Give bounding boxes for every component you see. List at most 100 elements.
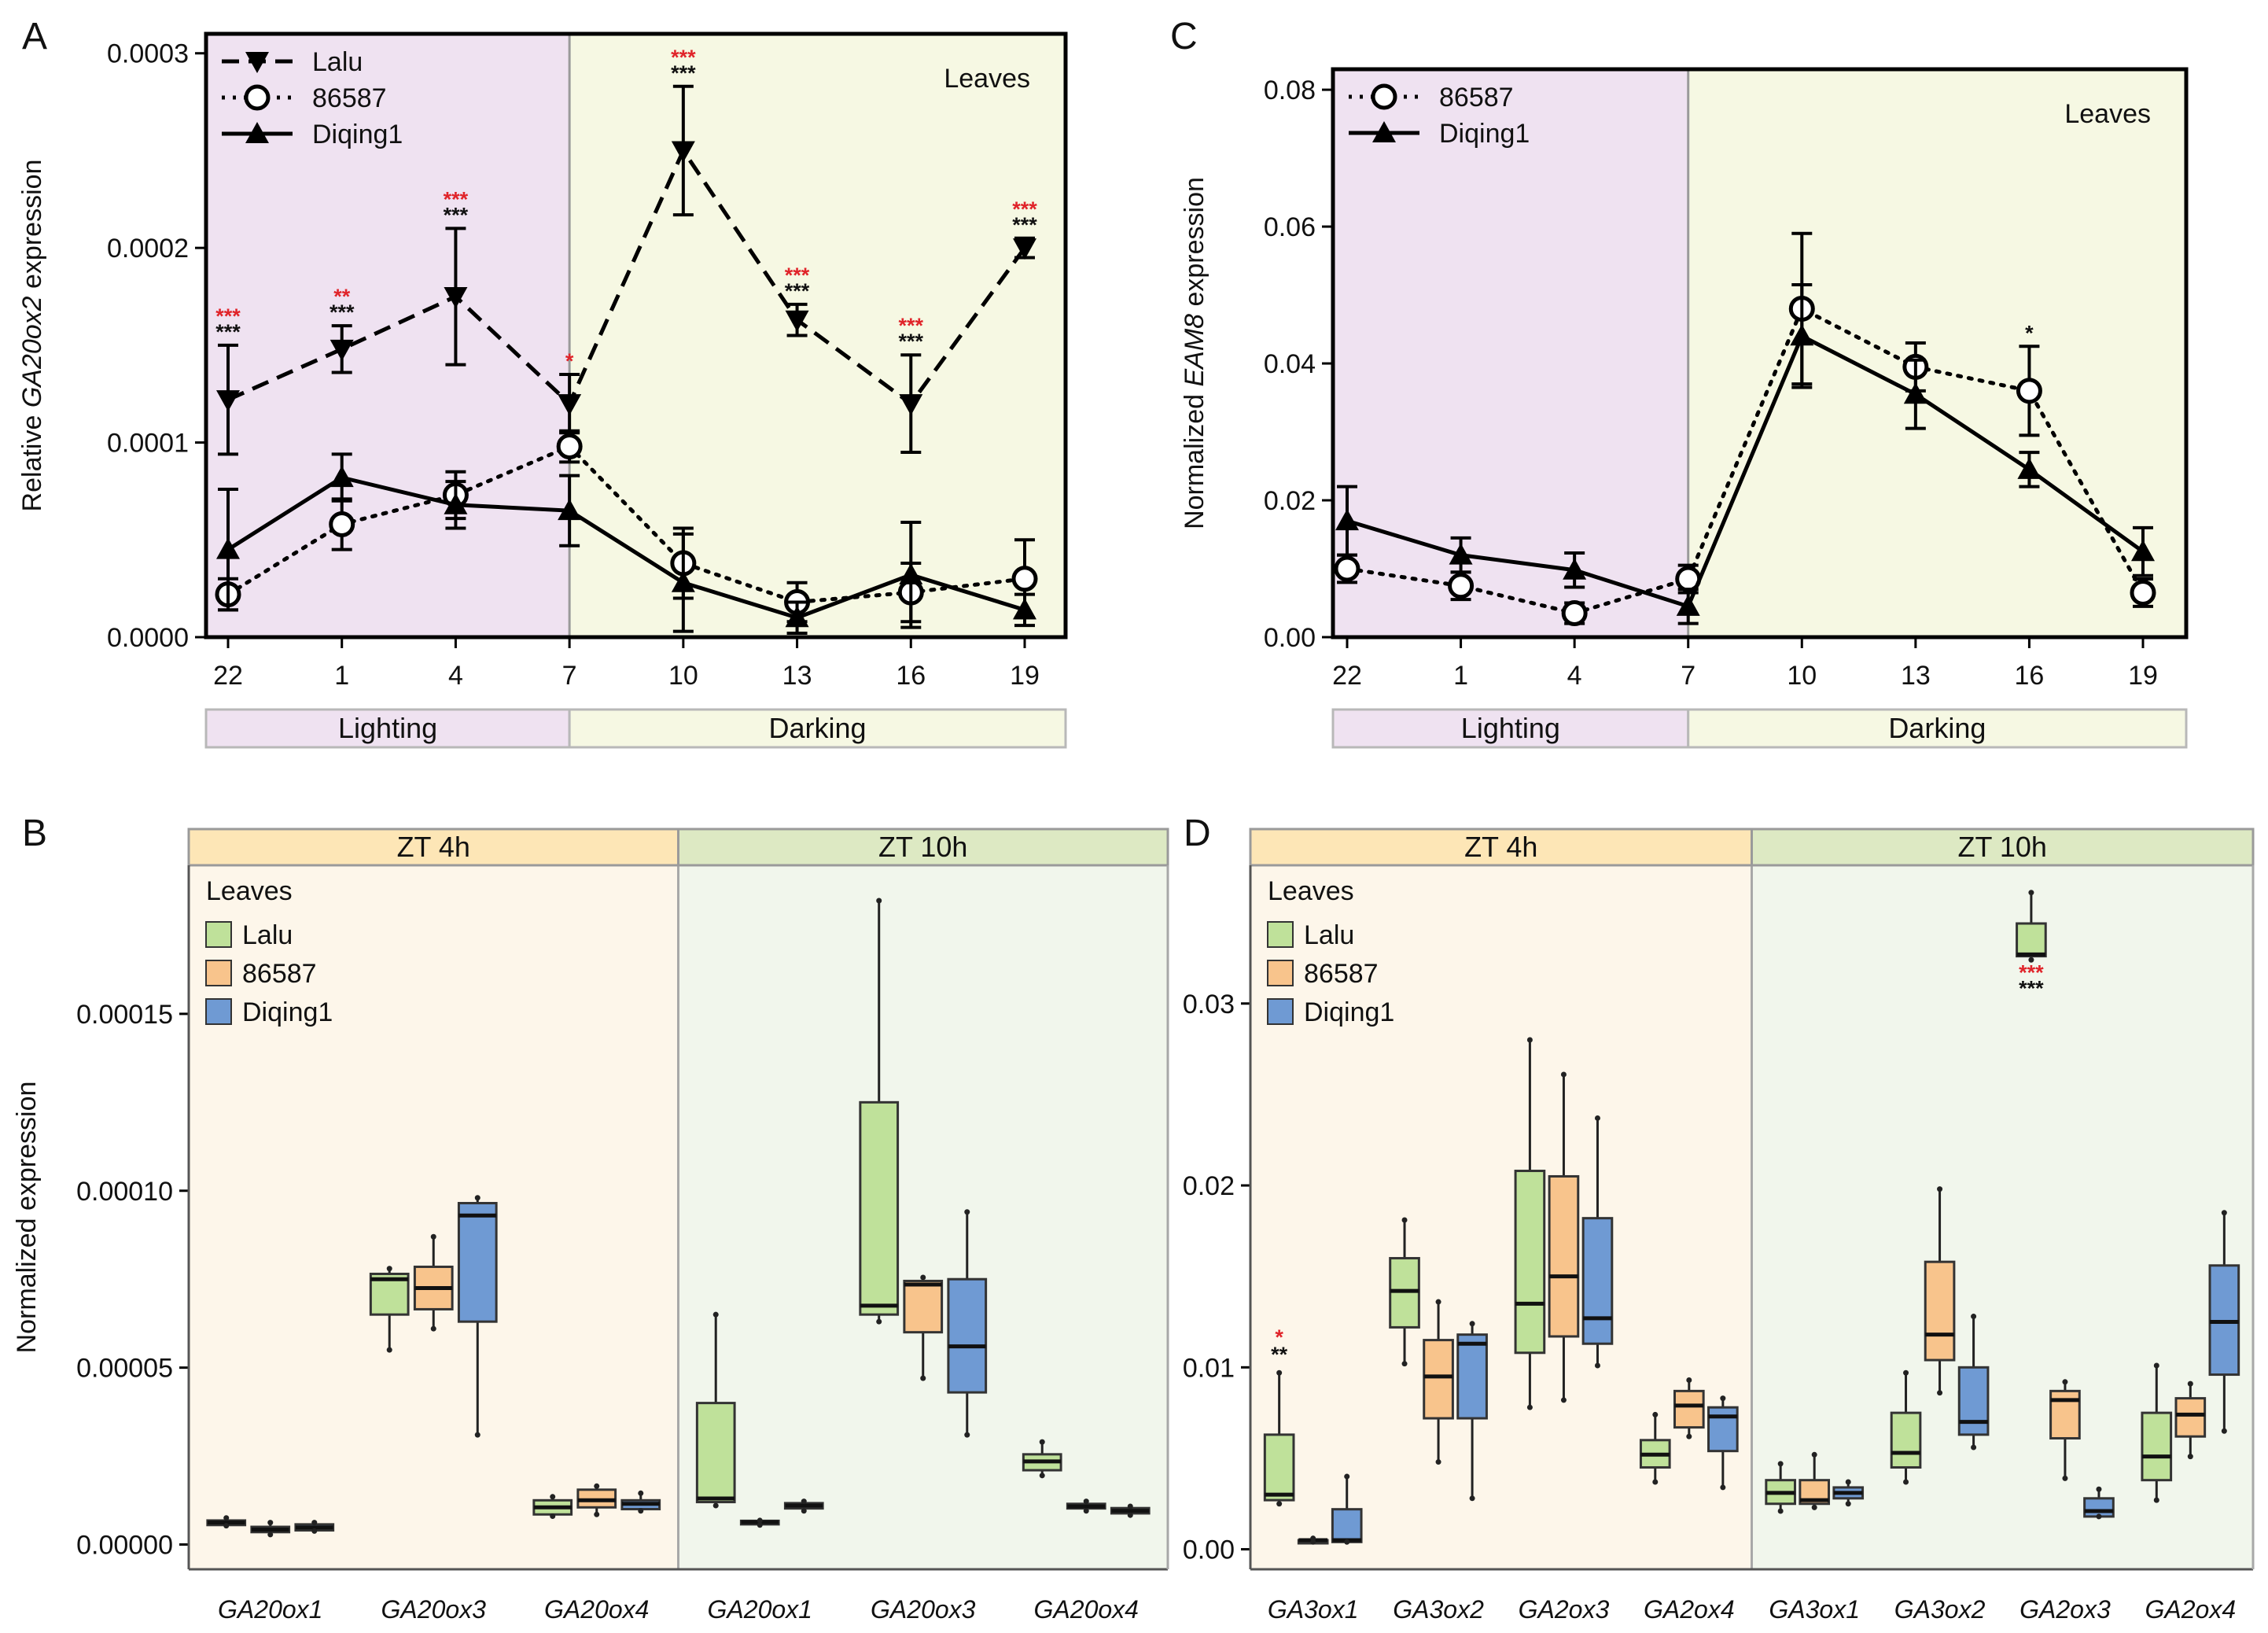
- x-tick-label: 10: [1787, 661, 1817, 691]
- box-point: [964, 1432, 970, 1438]
- y-tick-label: 0.00010: [76, 1177, 173, 1207]
- gene-label: GA3ox1: [1769, 1595, 1860, 1624]
- box-Lalu: [695, 1311, 736, 1509]
- data-point: [1561, 600, 1588, 627]
- box-Diqing1: [947, 1209, 988, 1438]
- box-point: [876, 1318, 882, 1325]
- box-point: [267, 1520, 274, 1526]
- box-point: [267, 1532, 274, 1538]
- data-point: [2131, 540, 2155, 562]
- significance-black: ***: [2019, 977, 2044, 1001]
- box-Diqing1: [2083, 1486, 2115, 1520]
- y-tick-label: 0.08: [1264, 76, 1316, 105]
- significance-red: ***: [899, 314, 924, 337]
- zt4-header-label: ZT 4h: [397, 831, 470, 863]
- box-body: [2049, 1389, 2081, 1439]
- box-point: [1039, 1473, 1045, 1479]
- box-body: [1924, 1260, 1956, 1362]
- data-point: [330, 339, 354, 361]
- box-86587: [1924, 1186, 1956, 1396]
- legend-marker: [1371, 83, 1397, 110]
- x-tick-label: 13: [782, 661, 812, 691]
- box-point: [1937, 1186, 1943, 1192]
- box-86587: [250, 1520, 291, 1538]
- box-point: [712, 1311, 719, 1318]
- box-body: [947, 1277, 988, 1394]
- box-point: [2096, 1486, 2102, 1492]
- box-point: [1971, 1314, 1977, 1320]
- box-point: [1039, 1439, 1045, 1445]
- data-point: [1334, 555, 1360, 582]
- data-point: [1790, 324, 1814, 346]
- legend-title: Leaves: [206, 876, 293, 906]
- panel-B: [179, 828, 1169, 1571]
- box-body: [2141, 1411, 2173, 1482]
- legend-swatch: [1267, 998, 1294, 1025]
- box-86587: [1066, 1498, 1106, 1514]
- box-Lalu: [1765, 1461, 1796, 1514]
- y-tick-label: 0.0003: [107, 39, 189, 69]
- legend-label: Lalu: [1304, 920, 1354, 950]
- legend-label: Lalu: [312, 47, 363, 77]
- data-point: [2130, 579, 2156, 606]
- zt4-header-label: ZT 4h: [1464, 831, 1537, 863]
- box-body: [1581, 1217, 1614, 1345]
- box-point: [757, 1517, 763, 1524]
- legend-label: Diqing1: [1304, 997, 1394, 1027]
- significance-red: ***: [1012, 197, 1037, 221]
- legend-swatch: [205, 960, 232, 986]
- data-point: [1449, 543, 1473, 565]
- zt10-background: [1751, 865, 2253, 1569]
- x-tick-label: 19: [2128, 661, 2158, 691]
- box-point: [2062, 1379, 2068, 1385]
- box-point: [2153, 1362, 2159, 1369]
- significance-black: ***: [1012, 213, 1037, 237]
- box-body: [1514, 1170, 1546, 1355]
- box-point: [550, 1513, 556, 1520]
- lighting-background: [1333, 69, 1688, 637]
- box-Diqing1: [1957, 1314, 1990, 1451]
- box-point: [1777, 1508, 1784, 1514]
- box-body: [695, 1402, 736, 1504]
- gene-label: GA2ox4: [1644, 1595, 1735, 1624]
- darking-band: [1687, 708, 2188, 749]
- box-Lalu: [1263, 1369, 1295, 1507]
- y-axis-label-part: expression: [1180, 177, 1209, 314]
- box-point: [474, 1432, 480, 1438]
- box-point: [1083, 1498, 1089, 1505]
- data-point: [556, 433, 583, 460]
- series-line: [1346, 333, 2145, 609]
- gene-label: GA20ox1: [708, 1595, 812, 1624]
- box-point: [1526, 1404, 1533, 1410]
- panel-label-C: C: [1170, 16, 1198, 57]
- gene-label: GA3ox2: [1894, 1595, 1986, 1624]
- box-point: [1401, 1217, 1408, 1223]
- x-tick-label: 7: [1681, 661, 1695, 691]
- zt4-header: [1249, 828, 1753, 867]
- darking-band-label: Darking: [769, 712, 867, 744]
- legend-label: Diqing1: [1439, 119, 1530, 149]
- significance-black: ***: [671, 61, 696, 85]
- data-point: [216, 390, 240, 412]
- box-86587: [1548, 1071, 1580, 1403]
- box-Diqing1: [1110, 1503, 1151, 1518]
- x-tick-label: 4: [1567, 661, 1582, 691]
- box-point: [1276, 1501, 1283, 1507]
- box-body: [457, 1202, 498, 1323]
- plot-frame: [204, 31, 1068, 640]
- y-tick-label: 0.0002: [107, 234, 189, 264]
- box-point: [920, 1375, 926, 1381]
- box-86587: [413, 1233, 454, 1332]
- box-point: [386, 1266, 392, 1272]
- gene-label: GA20ox3: [381, 1595, 487, 1624]
- box-point: [1652, 1479, 1659, 1485]
- box-point: [801, 1498, 807, 1505]
- box-point: [594, 1483, 600, 1489]
- box-point: [1811, 1451, 1817, 1458]
- y-tick-label: 0.04: [1264, 349, 1316, 379]
- box-point: [2221, 1428, 2227, 1434]
- significance-black: ***: [215, 320, 241, 344]
- box-point: [638, 1508, 644, 1514]
- y-axis-label-part: EAM8: [1180, 314, 1209, 387]
